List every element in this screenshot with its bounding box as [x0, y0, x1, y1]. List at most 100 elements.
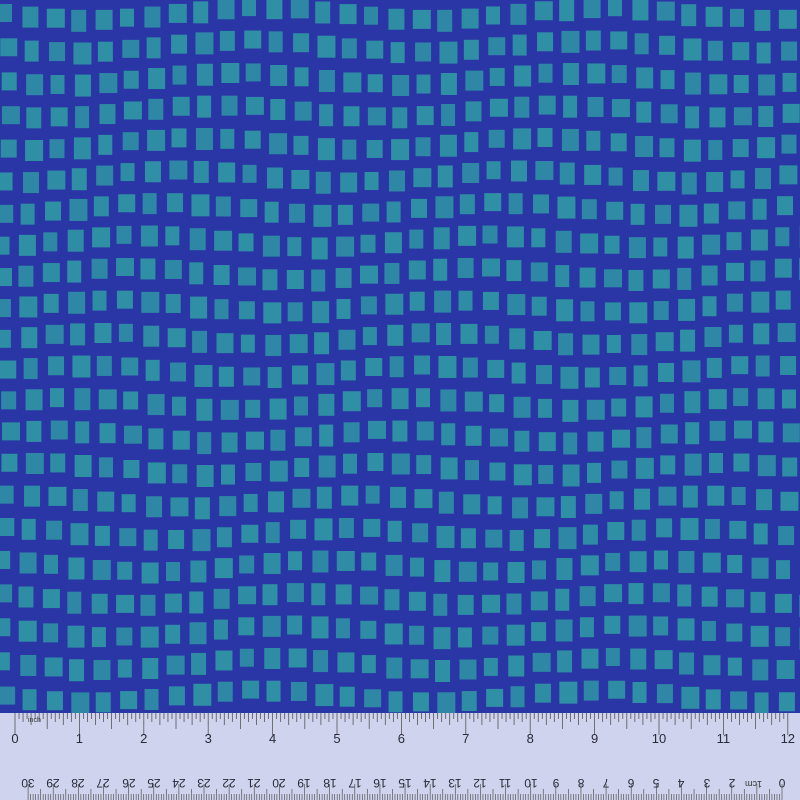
teal-square [0, 329, 11, 348]
teal-square [268, 31, 283, 53]
teal-square [342, 139, 357, 160]
teal-square [702, 296, 717, 317]
teal-square [42, 589, 60, 609]
teal-square [488, 129, 505, 148]
teal-square [91, 593, 108, 614]
teal-square [532, 652, 551, 672]
teal-square [538, 432, 556, 452]
teal-square [513, 128, 532, 150]
teal-square [555, 230, 572, 253]
teal-square [756, 489, 773, 511]
teal-square [434, 560, 451, 583]
teal-square [433, 627, 451, 650]
teal-square [341, 485, 359, 506]
teal-square [701, 586, 718, 607]
teal-square [483, 562, 499, 581]
teal-square [265, 522, 280, 544]
teal-square [148, 98, 164, 120]
teal-square [92, 227, 111, 248]
teal-square [145, 359, 160, 381]
teal-square [607, 521, 625, 540]
teal-square [266, 0, 283, 20]
teal-square [463, 494, 481, 515]
teal-square [338, 518, 354, 539]
teal-square [660, 424, 678, 444]
teal-square [239, 555, 255, 574]
teal-square [778, 526, 795, 546]
teal-square [581, 199, 597, 220]
teal-square [506, 260, 522, 282]
cm-label: 22 [222, 776, 236, 790]
teal-square [218, 162, 236, 183]
teal-square [144, 161, 161, 183]
teal-square [313, 204, 332, 227]
teal-square [289, 334, 308, 354]
inch-label: 11 [716, 731, 731, 746]
teal-square [630, 648, 647, 670]
teal-square [219, 496, 237, 517]
teal-square [50, 107, 68, 127]
teal-square [263, 552, 281, 574]
teal-square [318, 455, 336, 478]
teal-square [555, 265, 570, 288]
teal-square [654, 650, 673, 670]
inch-label: 0 [11, 731, 19, 746]
teal-square [392, 74, 410, 96]
teal-square [92, 290, 107, 311]
teal-square [436, 525, 455, 548]
teal-square [144, 6, 161, 28]
teal-square [436, 323, 452, 346]
teal-square [465, 425, 482, 446]
measuring-ruler: inch 1cm 0 1 2 3 4 5 6 7 8 9 10 11 12 30 29 28 27 26 25 24… [0, 713, 800, 800]
teal-square [270, 429, 286, 451]
teal-square [364, 172, 379, 191]
teal-square [652, 583, 670, 603]
teal-square [291, 169, 310, 189]
teal-square [730, 8, 744, 27]
teal-square [510, 3, 527, 25]
teal-square [681, 686, 700, 709]
teal-square [0, 268, 13, 287]
teal-square [123, 391, 139, 410]
teal-square [262, 584, 278, 606]
teal-square [339, 686, 355, 707]
teal-square [488, 37, 506, 56]
teal-square [391, 388, 409, 410]
teal-square [336, 236, 355, 257]
teal-square [143, 325, 160, 347]
teal-square [1, 106, 20, 125]
teal-square [120, 8, 134, 27]
teal-square [286, 583, 304, 603]
teal-square [556, 558, 573, 581]
teal-square [293, 396, 308, 416]
teal-square [459, 659, 477, 680]
teal-square [141, 291, 160, 313]
teal-square [171, 128, 187, 148]
teal-square [636, 67, 654, 89]
teal-square [530, 591, 548, 611]
teal-square [580, 233, 599, 254]
teal-square [287, 615, 303, 635]
teal-square [536, 497, 555, 517]
teal-square [635, 135, 654, 157]
teal-square [587, 96, 604, 117]
teal-square [733, 107, 752, 126]
teal-square [22, 6, 39, 28]
teal-square [658, 486, 677, 506]
teal-square [506, 593, 522, 615]
teal-square [360, 296, 377, 315]
teal-square [535, 160, 554, 180]
cm-label: 19 [297, 776, 312, 790]
teal-square [70, 523, 89, 546]
teal-square [337, 652, 355, 673]
teal-square [191, 652, 207, 675]
teal-square [146, 37, 161, 59]
teal-square [93, 196, 109, 217]
teal-square [46, 8, 65, 28]
teal-square [44, 657, 63, 677]
teal-square [25, 139, 44, 161]
teal-square [366, 139, 383, 158]
teal-square [655, 204, 672, 224]
teal-square [560, 496, 576, 519]
teal-square [677, 267, 692, 290]
